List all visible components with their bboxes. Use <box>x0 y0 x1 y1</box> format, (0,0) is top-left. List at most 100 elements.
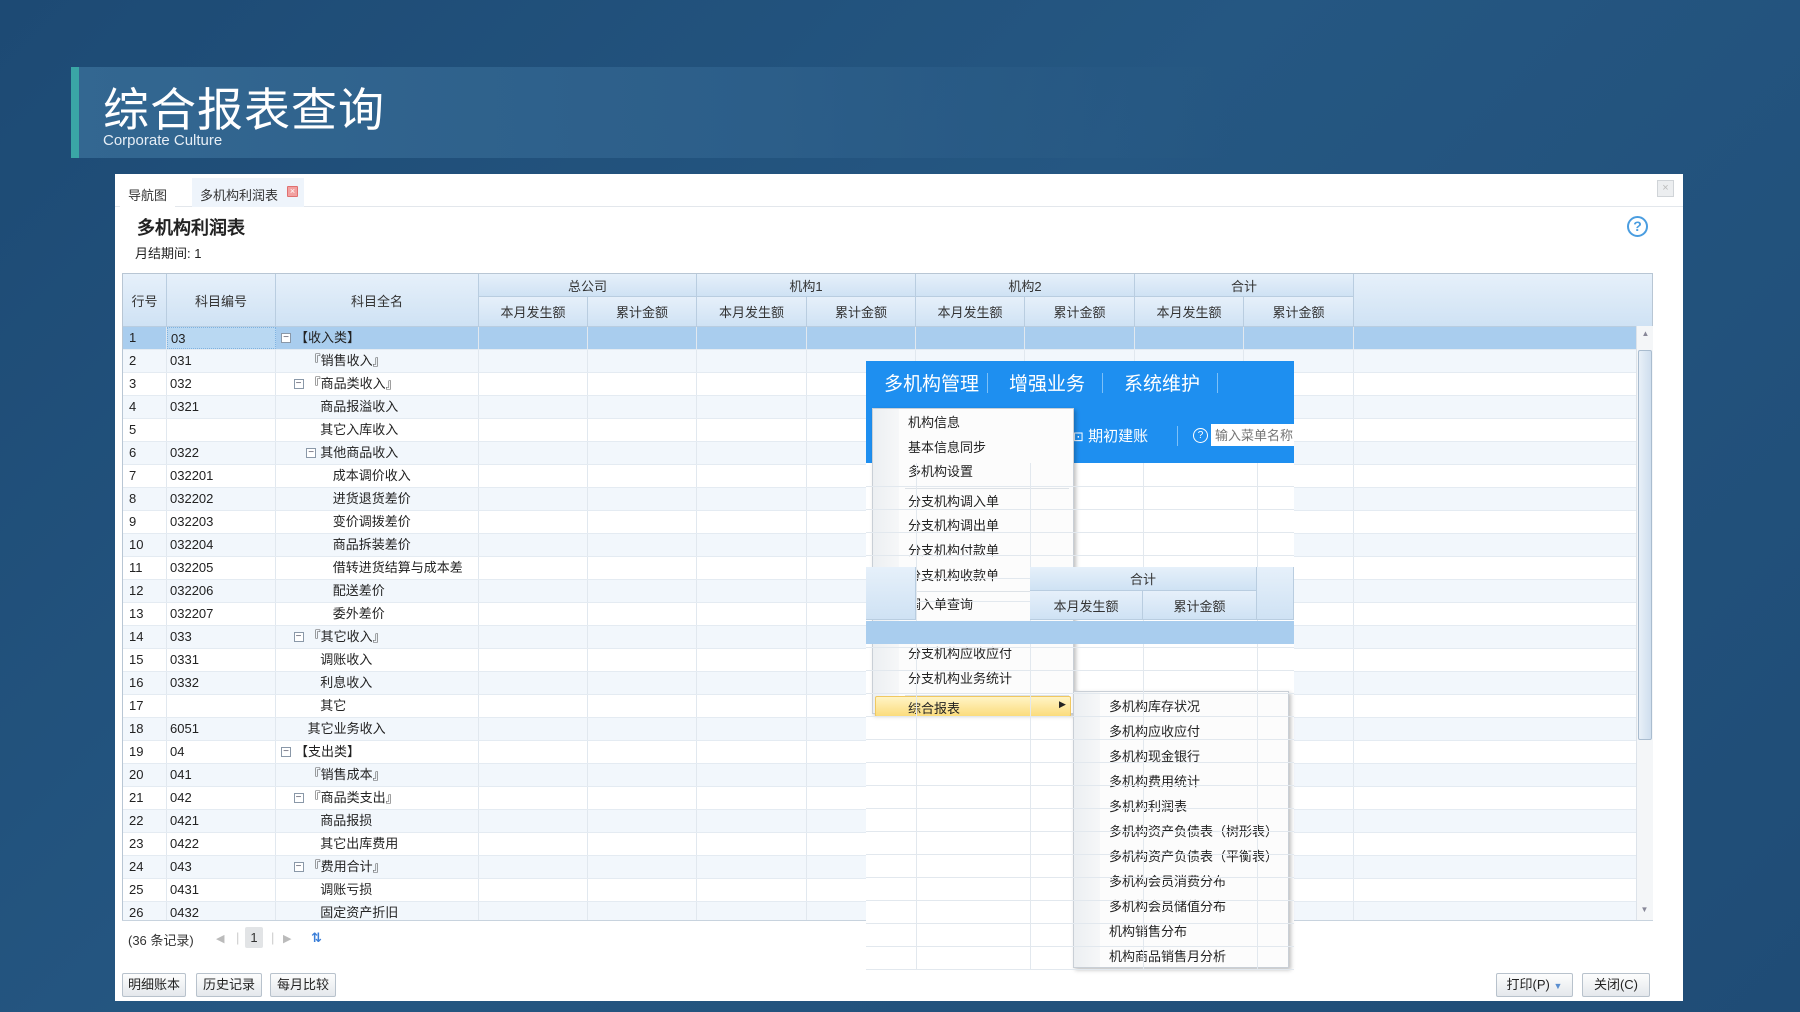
menu-item[interactable]: 调入单查询 <box>908 597 974 613</box>
column-header[interactable]: 科目编号 <box>167 274 276 327</box>
column-header[interactable]: 行号 <box>123 274 167 327</box>
value-cell <box>588 511 697 533</box>
value-cell <box>479 488 588 510</box>
collapse-icon[interactable]: − <box>306 448 317 458</box>
value-cell <box>1244 488 1354 510</box>
menu-search-input[interactable] <box>1211 424 1294 446</box>
column-header[interactable]: 本月发生额 <box>479 297 588 327</box>
account-name: 利息收入 <box>276 672 479 694</box>
menu-item[interactable]: 分支机构调出单 <box>908 518 1000 534</box>
help-icon[interactable]: ? <box>1627 216 1648 237</box>
collapse-icon[interactable]: − <box>281 747 291 757</box>
menu-item[interactable]: 分支机构收款单 <box>908 567 1000 583</box>
monthly-compare-button[interactable]: 每月比较 <box>270 973 336 997</box>
collapse-icon[interactable]: − <box>293 632 304 642</box>
value-cell <box>697 695 807 717</box>
submenu-item[interactable]: 多机构利润表 <box>1109 799 1188 814</box>
help-icon[interactable]: ? <box>1193 428 1208 443</box>
scrollbar-thumb[interactable] <box>1638 350 1652 740</box>
account-name-text: 其它入库收入 <box>320 422 399 437</box>
row-number: 11 <box>123 557 167 579</box>
print-button[interactable]: 打印(P) ▼ <box>1496 973 1573 997</box>
value-cell <box>588 649 697 671</box>
menu-item[interactable]: 机构信息 <box>908 415 961 430</box>
collapse-icon[interactable]: − <box>281 333 291 343</box>
account-name: 商品报损 <box>276 810 479 832</box>
page-number[interactable]: 1 <box>245 927 263 948</box>
value-cell <box>588 810 697 832</box>
menu-item[interactable]: 分支机构应收应付 <box>908 646 1013 662</box>
column-header[interactable]: 累计金额 <box>1244 297 1354 327</box>
menu-item[interactable]: 多机构设置 <box>908 464 974 480</box>
value-cell <box>697 787 807 809</box>
menu-item[interactable]: 综合报表 <box>908 700 961 716</box>
row-number: 2 <box>123 350 167 372</box>
table-row[interactable]: 1 03− 【收入类】 <box>123 327 1637 350</box>
menu-item[interactable]: 分支机构付款单 <box>908 543 1000 558</box>
account-name: − 『商品类收入』 <box>276 373 479 395</box>
row-number: 7 <box>123 465 167 487</box>
submenu-item[interactable]: 多机构现金银行 <box>1109 749 1201 764</box>
menu-gutter <box>873 409 899 713</box>
submenu-item[interactable]: 机构商品销售月分析 <box>1109 949 1227 964</box>
account-code: 0332 <box>167 672 276 694</box>
close-all-tabs-icon[interactable]: × <box>1657 180 1674 197</box>
menu-item[interactable]: 分支机构业务统计 <box>908 671 1013 686</box>
selected-row <box>866 621 1294 644</box>
prev-page-icon[interactable]: ◀ <box>216 933 225 945</box>
account-code: 042 <box>167 787 276 809</box>
pager-divider: | <box>271 930 275 945</box>
opening-account-button[interactable]: ⊡ 期初建账 <box>1073 425 1148 446</box>
close-tab-icon[interactable]: × <box>287 186 298 197</box>
menu-item-hovered[interactable] <box>875 695 1071 717</box>
nav-multi-org[interactable]: 多机构管理 <box>884 374 980 395</box>
close-button[interactable]: 关闭(C) <box>1582 973 1650 997</box>
value-cell <box>588 902 697 924</box>
menu-item[interactable]: 分支机构调入单 <box>908 493 1000 509</box>
value-cell <box>1244 902 1354 924</box>
scroll-down-icon[interactable]: ▼ <box>1640 905 1649 914</box>
refresh-icon[interactable]: ⇅ <box>311 930 322 945</box>
submenu-item[interactable]: 机构销售分布 <box>1109 924 1188 939</box>
value-cell <box>697 580 807 602</box>
submenu-item[interactable]: 多机构费用统计 <box>1109 774 1201 789</box>
account-name-text: 其他商品收入 <box>320 445 399 460</box>
value-cell <box>588 718 697 740</box>
column-header[interactable]: 累计金额 <box>807 297 916 327</box>
submenu-item[interactable]: 多机构会员消费分布 <box>1109 874 1227 889</box>
value-cell <box>697 902 807 924</box>
column-header[interactable]: 本月发生额 <box>697 297 807 327</box>
column-header[interactable]: 本月发生额 <box>1135 297 1244 327</box>
column-header[interactable]: 累计金额 <box>1025 297 1135 327</box>
opening-account-label: 期初建账 <box>1088 428 1149 445</box>
collapse-icon[interactable]: − <box>293 379 304 389</box>
collapse-icon[interactable]: − <box>293 862 304 872</box>
submenu-item[interactable]: 多机构库存状况 <box>1109 699 1201 714</box>
scroll-up-icon[interactable]: ▲ <box>1641 329 1650 338</box>
detail-ledger-button[interactable]: 明细账本 <box>122 973 186 997</box>
submenu-item[interactable]: 多机构会员储值分布 <box>1109 899 1227 914</box>
nav-divider <box>1217 373 1218 393</box>
next-page-icon[interactable]: ▶ <box>283 933 292 945</box>
group-header: 机构2 <box>916 274 1135 297</box>
account-code: 031 <box>167 350 276 372</box>
submenu-item[interactable]: 多机构应收应付 <box>1109 724 1201 739</box>
history-button[interactable]: 历史记录 <box>196 973 262 997</box>
column-header[interactable]: 科目全名 <box>276 274 479 327</box>
chevron-down-icon[interactable]: ▼ <box>1553 981 1563 991</box>
value-cell <box>588 695 697 717</box>
account-code: 0322 <box>167 442 276 464</box>
nav-system[interactable]: 系统维护 <box>1124 374 1201 395</box>
submenu-item[interactable]: 多机构资产负债表（平衡表） <box>1109 849 1279 864</box>
column-header[interactable]: 本月发生额 <box>916 297 1025 327</box>
collapse-icon[interactable]: − <box>293 793 304 803</box>
nav-enhanced[interactable]: 增强业务 <box>1009 374 1086 395</box>
value-cell <box>697 534 807 556</box>
tab-multi-org-profit[interactable]: 多机构利润表 <box>192 178 304 207</box>
column-header[interactable]: 累计金额 <box>588 297 697 327</box>
menu-item[interactable]: 基本信息同步 <box>908 439 987 455</box>
value-cell <box>588 534 697 556</box>
opening-account-icon: ⊡ <box>1073 429 1084 444</box>
grid-line <box>866 969 1294 970</box>
tab-navigation-map[interactable]: 导航图 <box>120 178 176 207</box>
